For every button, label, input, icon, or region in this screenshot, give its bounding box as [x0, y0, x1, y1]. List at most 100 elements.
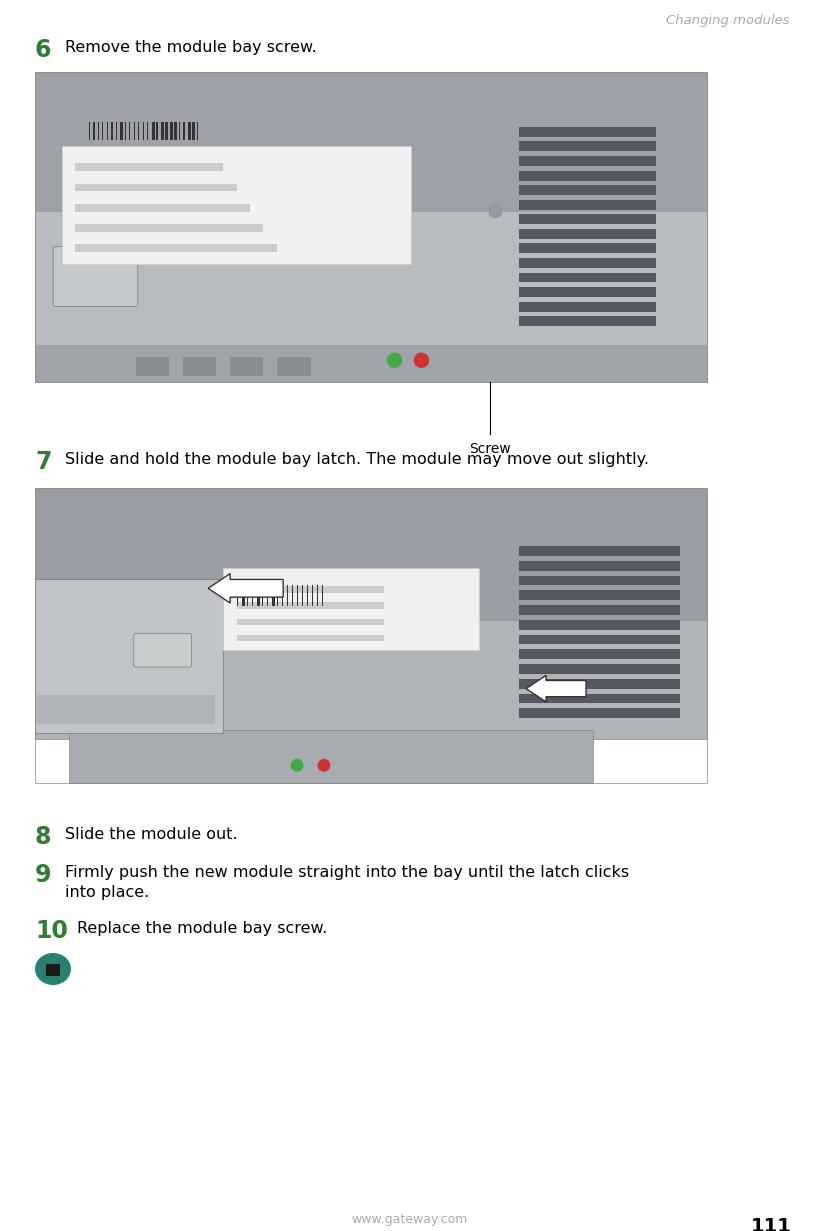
Bar: [35, 487, 706, 739]
Bar: [518, 664, 679, 673]
Text: 9: 9: [35, 863, 52, 888]
Bar: [35, 487, 706, 783]
Bar: [237, 619, 384, 625]
Bar: [518, 244, 655, 254]
Bar: [165, 122, 168, 140]
Bar: [518, 606, 679, 614]
Bar: [518, 693, 679, 703]
Bar: [237, 635, 384, 641]
Bar: [518, 316, 655, 326]
Bar: [174, 122, 177, 140]
Bar: [152, 122, 155, 140]
Bar: [518, 229, 655, 239]
Bar: [306, 586, 308, 606]
Bar: [183, 357, 216, 375]
Bar: [143, 122, 144, 140]
Bar: [223, 567, 478, 650]
Bar: [35, 71, 706, 382]
Bar: [229, 357, 263, 375]
Bar: [251, 586, 253, 606]
Bar: [106, 122, 108, 140]
Bar: [518, 214, 655, 224]
Bar: [75, 164, 223, 171]
Bar: [256, 586, 260, 606]
Bar: [518, 127, 655, 137]
Bar: [518, 185, 655, 194]
Bar: [192, 122, 195, 140]
Bar: [93, 122, 95, 140]
Text: www.gateway.com: www.gateway.com: [351, 1213, 468, 1226]
Bar: [75, 204, 250, 212]
Circle shape: [387, 352, 402, 368]
Bar: [316, 586, 318, 606]
Bar: [518, 650, 679, 659]
Text: 7: 7: [35, 451, 52, 474]
Bar: [237, 586, 238, 606]
FancyBboxPatch shape: [133, 634, 192, 667]
Bar: [136, 357, 170, 375]
Bar: [179, 122, 180, 140]
Bar: [271, 586, 274, 606]
Bar: [170, 122, 173, 140]
Bar: [518, 620, 679, 629]
Bar: [61, 146, 411, 265]
Bar: [138, 122, 139, 140]
Bar: [129, 122, 130, 140]
Bar: [518, 259, 655, 268]
Bar: [133, 122, 134, 140]
FancyArrow shape: [526, 676, 586, 702]
Bar: [35, 71, 706, 382]
Bar: [111, 122, 113, 140]
Bar: [147, 122, 148, 140]
Bar: [237, 602, 384, 609]
Text: Changing modules: Changing modules: [666, 14, 789, 27]
Bar: [242, 586, 244, 606]
Bar: [261, 586, 262, 606]
Bar: [46, 964, 60, 976]
Circle shape: [488, 206, 501, 218]
Text: Replace the module bay screw.: Replace the module bay screw.: [77, 921, 327, 936]
Bar: [518, 708, 679, 718]
Bar: [281, 586, 283, 606]
Bar: [301, 586, 303, 606]
Bar: [266, 586, 268, 606]
Bar: [35, 345, 706, 382]
Text: Slide the module out.: Slide the module out.: [65, 827, 238, 842]
Bar: [120, 122, 123, 140]
Circle shape: [317, 758, 330, 772]
Bar: [88, 122, 89, 140]
Text: Firmly push the new module straight into the bay until the latch clicks: Firmly push the new module straight into…: [65, 865, 628, 880]
Bar: [75, 224, 263, 231]
Bar: [518, 591, 679, 599]
Bar: [115, 122, 116, 140]
Text: 10: 10: [35, 920, 68, 943]
Bar: [183, 122, 184, 140]
Bar: [188, 122, 191, 140]
Bar: [237, 586, 384, 592]
Bar: [518, 561, 679, 571]
Bar: [35, 487, 706, 620]
Bar: [75, 244, 277, 252]
Bar: [35, 71, 706, 212]
Bar: [296, 586, 297, 606]
Bar: [37, 694, 215, 724]
FancyBboxPatch shape: [53, 246, 138, 307]
Bar: [518, 547, 679, 556]
Bar: [161, 122, 164, 140]
FancyArrow shape: [208, 574, 283, 603]
Bar: [518, 635, 679, 644]
Text: into place.: into place.: [65, 885, 149, 900]
Circle shape: [413, 352, 428, 368]
Bar: [518, 142, 655, 151]
Bar: [124, 122, 125, 140]
Bar: [518, 199, 655, 209]
Text: Slide and hold the module bay latch. The module may move out slightly.: Slide and hold the module bay latch. The…: [65, 452, 648, 467]
Bar: [102, 122, 103, 140]
Bar: [75, 183, 237, 191]
Bar: [69, 730, 592, 783]
Text: Remove the module bay screw.: Remove the module bay screw.: [65, 39, 316, 55]
Bar: [518, 272, 655, 282]
Bar: [277, 357, 310, 375]
Bar: [197, 122, 198, 140]
Circle shape: [290, 758, 303, 772]
